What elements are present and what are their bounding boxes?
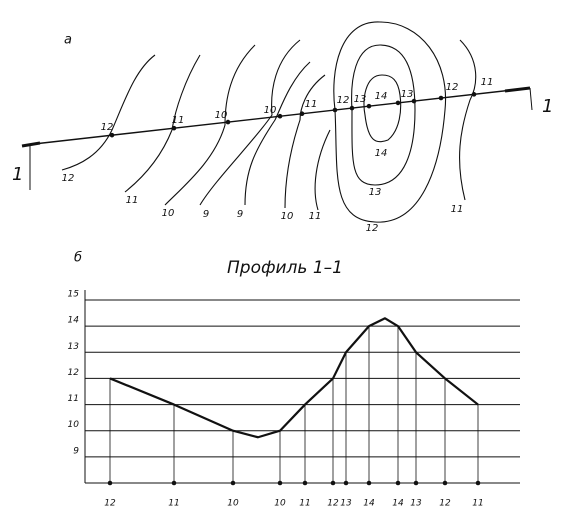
contour-label: 9 (237, 209, 243, 220)
x-tick-label: 12 (439, 499, 451, 509)
section-point (109, 132, 115, 138)
contour (164, 44, 256, 206)
contour-label: 11 (481, 77, 494, 88)
contour-label: 11 (309, 211, 322, 222)
section-point (411, 98, 417, 104)
base-point (302, 480, 308, 486)
x-tick-label: 13 (340, 499, 352, 509)
contour (284, 74, 326, 209)
contour (199, 39, 301, 206)
contour (363, 74, 402, 143)
base-point (277, 480, 283, 486)
contour (61, 54, 156, 171)
section-end (504, 86, 531, 93)
base-point (230, 480, 236, 486)
contour-label: 13 (369, 187, 382, 198)
x-tick-label: 10 (274, 499, 286, 509)
y-tick-label: 11 (68, 394, 79, 404)
profile-line (109, 317, 479, 439)
section-end (21, 141, 41, 148)
section-point (171, 125, 177, 131)
x-tick-label: 12 (104, 499, 116, 509)
contour-label: 10 (281, 211, 294, 222)
y-tick-label: 15 (68, 290, 80, 300)
contour-map: а 1 1 (12, 21, 553, 223)
section-point (299, 111, 305, 117)
contour-label: 12 (337, 95, 350, 106)
contour (314, 129, 331, 211)
x-tick-label: 10 (227, 499, 239, 509)
section-point (471, 92, 477, 97)
contour-label: 10 (162, 208, 175, 219)
contour-label: 13 (401, 89, 414, 100)
contour-label: 12 (446, 82, 459, 93)
contour-label: 11 (126, 195, 139, 206)
y-tick-label: 12 (68, 368, 80, 378)
base-point (107, 480, 113, 486)
base-point (475, 480, 481, 486)
base-point (171, 480, 177, 486)
contour (351, 44, 416, 186)
section-point (277, 113, 283, 119)
contour (244, 61, 311, 206)
base-point (442, 480, 448, 486)
base-point (343, 480, 349, 486)
profile-letter: б (74, 251, 82, 266)
base-point (330, 480, 336, 486)
map-letter: а (64, 33, 72, 48)
contour-label: 14 (375, 91, 388, 102)
section-end-label: 1 (542, 96, 553, 117)
section-end-label: 1 (12, 164, 23, 185)
section-point (349, 105, 355, 111)
contour-label: 12 (101, 122, 114, 133)
y-tick-label: 9 (73, 446, 79, 456)
x-tick-label: 12 (327, 499, 339, 509)
contour-label: 11 (305, 99, 318, 110)
contour (459, 39, 477, 201)
section-tick (529, 87, 533, 111)
y-tick-label: 14 (68, 316, 80, 326)
contour (124, 54, 201, 193)
section-point (438, 95, 444, 101)
contour-label: 13 (354, 94, 367, 105)
section-line (24, 87, 531, 146)
section-point (332, 107, 338, 113)
contour-label: 10 (264, 105, 277, 116)
x-tick-label: 11 (299, 499, 310, 509)
base-point (366, 480, 372, 486)
x-tick-label: 11 (472, 499, 483, 509)
contour-label: 9 (203, 209, 209, 220)
x-tick-label: 13 (410, 499, 422, 509)
base-point (413, 480, 419, 486)
contour-label: 10 (215, 110, 228, 121)
y-tick-label: 13 (68, 342, 80, 352)
contour-label: 12 (366, 223, 379, 234)
contour (333, 21, 447, 223)
section-point (395, 100, 401, 106)
y-tick-label: 10 (68, 420, 80, 430)
section-point (225, 119, 231, 125)
x-tick-label: 14 (363, 499, 375, 509)
base-point (395, 480, 401, 486)
chart-title: Профиль 1–1 (227, 258, 343, 278)
x-tick-label: 11 (168, 499, 179, 509)
section-point (366, 103, 372, 109)
contour-label: 12 (62, 173, 75, 184)
contour-label: 11 (172, 115, 185, 126)
x-tick-label: 14 (392, 499, 404, 509)
contour-label: 14 (375, 148, 388, 159)
contour-label: 11 (451, 204, 464, 215)
